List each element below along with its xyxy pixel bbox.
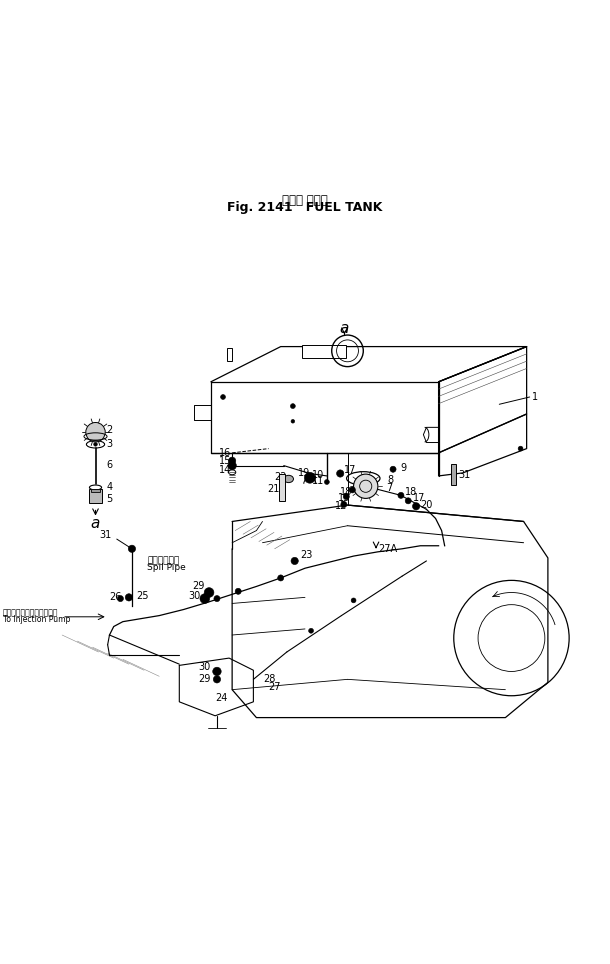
Text: フェル タンク: フェル タンク: [282, 194, 328, 206]
Text: Fig. 2141   FUEL TANK: Fig. 2141 FUEL TANK: [228, 201, 382, 214]
Circle shape: [221, 394, 226, 399]
Text: 4: 4: [106, 482, 113, 493]
Text: 11: 11: [312, 476, 325, 486]
Circle shape: [229, 457, 236, 465]
Circle shape: [125, 594, 132, 601]
Text: 1: 1: [531, 392, 537, 402]
Ellipse shape: [284, 475, 293, 483]
Text: 30: 30: [199, 662, 211, 672]
Text: a: a: [340, 321, 349, 335]
Text: 27A: 27A: [378, 544, 397, 553]
Polygon shape: [179, 658, 253, 716]
Text: 15: 15: [219, 456, 231, 466]
Circle shape: [117, 596, 123, 602]
Text: 17: 17: [344, 466, 356, 475]
Text: 16: 16: [219, 448, 231, 459]
Text: 7: 7: [386, 483, 393, 493]
Circle shape: [200, 594, 210, 603]
Text: 5: 5: [106, 494, 113, 504]
Circle shape: [214, 676, 221, 683]
Circle shape: [412, 502, 420, 510]
Text: スピルパイプ: スピルパイプ: [147, 556, 179, 566]
Circle shape: [204, 588, 214, 598]
Text: 20: 20: [420, 500, 432, 510]
Text: 21: 21: [267, 484, 280, 495]
Circle shape: [86, 422, 105, 442]
Circle shape: [291, 557, 298, 565]
Circle shape: [341, 501, 347, 507]
Circle shape: [337, 469, 344, 477]
Text: 8: 8: [387, 475, 393, 485]
Text: Spil Pipe: Spil Pipe: [147, 563, 186, 572]
Circle shape: [390, 467, 396, 472]
Text: 22: 22: [274, 472, 287, 482]
Circle shape: [290, 404, 295, 409]
Text: 24: 24: [215, 692, 228, 703]
Text: 23: 23: [301, 549, 313, 560]
Text: 10: 10: [312, 470, 325, 480]
Text: 19: 19: [298, 468, 310, 478]
Text: 2: 2: [106, 425, 113, 435]
Circle shape: [354, 474, 378, 498]
Text: a: a: [91, 516, 100, 531]
Circle shape: [214, 596, 220, 602]
Bar: [279, 474, 285, 501]
Circle shape: [309, 629, 314, 633]
Circle shape: [278, 575, 284, 581]
Text: 31: 31: [458, 469, 470, 480]
Bar: [92, 490, 100, 493]
Circle shape: [350, 487, 356, 493]
Text: インジェクションポンプへ: インジェクションポンプへ: [2, 608, 58, 617]
Text: 26: 26: [109, 592, 122, 602]
Circle shape: [343, 494, 350, 499]
Text: 18: 18: [405, 487, 417, 496]
Circle shape: [128, 546, 135, 552]
Text: 30: 30: [188, 591, 201, 602]
Circle shape: [351, 598, 356, 602]
Circle shape: [213, 667, 221, 676]
Bar: [228, 348, 232, 361]
Text: 3: 3: [106, 440, 113, 449]
Circle shape: [94, 442, 98, 446]
Circle shape: [291, 419, 295, 423]
Text: 14: 14: [219, 466, 231, 475]
Text: 17: 17: [412, 493, 425, 503]
Circle shape: [405, 497, 411, 504]
Circle shape: [228, 462, 237, 469]
Text: 29: 29: [199, 674, 211, 683]
Circle shape: [325, 479, 329, 485]
Circle shape: [518, 446, 523, 451]
Circle shape: [304, 472, 315, 483]
Text: 31: 31: [100, 530, 112, 540]
Circle shape: [398, 493, 404, 498]
Bar: [302, 345, 346, 359]
Bar: [451, 464, 456, 485]
Text: 18: 18: [340, 487, 353, 496]
Text: 9: 9: [400, 463, 406, 473]
Text: 13: 13: [338, 493, 350, 503]
Bar: [90, 490, 102, 502]
Circle shape: [235, 588, 241, 595]
Text: 28: 28: [264, 675, 276, 684]
Text: 25: 25: [136, 591, 149, 601]
Text: To Injection Pump: To Injection Pump: [2, 615, 70, 624]
Text: 27: 27: [268, 683, 281, 692]
Text: 6: 6: [106, 460, 113, 470]
Text: 12: 12: [336, 500, 348, 511]
Text: 29: 29: [193, 581, 205, 592]
